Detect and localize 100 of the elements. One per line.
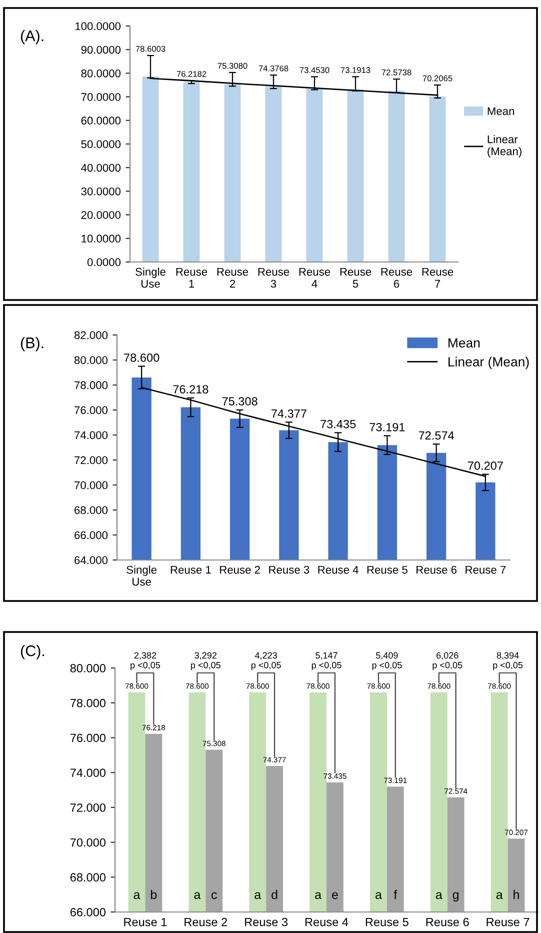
y-tick-label: 80.000 [70,664,106,672]
y-tick-label: 80.0000 [81,69,121,78]
annotation: c [212,892,217,900]
x-tick-label: Reuse 6 [426,918,469,926]
y-tick-label: 70.0000 [81,93,121,101]
annotation: 3,292 p <0,05 [191,652,220,670]
y-tick-label: 72.000 [74,456,108,464]
annotation: f [394,890,398,899]
x-tick-label: Reuse 3 [245,918,288,926]
legend-label: Linear (Mean) [488,135,522,158]
x-tick-label: Reuse 4 [318,566,358,574]
y-tick-label: 0.0000 [87,258,121,266]
y-tick-label: 70.000 [70,838,106,847]
x-tick-label: Reuse 4 [305,918,348,926]
data-label: 78.6003 [136,46,166,52]
bar [142,76,159,262]
data-label: 76.218 [173,385,208,394]
y-tick-label: 50.0000 [81,140,121,148]
x-tick-label: Reuse 7 [422,268,454,288]
x-tick-label: Reuse 7 [486,918,530,926]
annotation: b [151,890,157,900]
x-tick-label: Reuse 7 [466,566,506,574]
data-label: 73.1913 [340,67,370,74]
y-tick-label: 64.000 [74,556,108,564]
annotation: a [134,892,140,900]
data-label: 74.377 [271,409,306,418]
annotation: a [254,892,262,900]
y-tick-label: 82.000 [74,331,108,340]
y-tick-label: 66.000 [70,908,106,916]
data-label: 75.308 [222,397,258,406]
annotation: a [436,892,442,900]
y-tick-label: 74.000 [74,431,108,440]
y-tick-label: 76.000 [74,406,108,414]
data-label: 73.4530 [300,67,330,74]
y-tick-label: 72.000 [70,803,106,812]
y-tick-label: 74.000 [70,768,106,777]
bar [224,84,241,262]
legend-label: Mean [488,107,514,116]
y-tick-label: 20.0000 [81,211,121,219]
y-tick-label: 100.0000 [75,22,121,30]
annotation: 5,409 p <0,05 [372,652,402,670]
data-label: 73.191 [370,422,405,432]
bar [347,89,364,262]
chart-title: (C). [20,645,44,660]
y-tick-label: 68.000 [70,873,106,882]
y-tick-label: 70.000 [74,481,108,490]
annotation: 6,026 p <0,05 [432,652,462,670]
bar [265,86,282,262]
x-tick-label: Reuse 6 [416,566,457,574]
annotation: 4,223 p <0,05 [251,652,281,670]
x-tick-label: Reuse 2 [217,268,248,288]
chart-title: (A). [20,30,44,44]
y-tick-label: 78.000 [74,381,108,390]
x-tick-label: Reuse 5 [340,268,372,288]
x-tick-label: Single Use [126,566,157,586]
x-tick-label: Reuse 2 [184,918,228,926]
x-tick-label: Single Use [136,268,166,288]
bar [183,82,200,262]
y-tick-label: 66.000 [74,531,108,540]
y-tick-label: 76.000 [70,734,106,742]
x-tick-label: Reuse 5 [367,566,408,574]
x-tick-label: Reuse 4 [299,268,330,288]
data-label: 78.600 [124,353,160,362]
y-tick-label: 90.0000 [81,46,121,54]
x-tick-label: Reuse 1 [176,268,208,288]
y-tick-label: 30.0000 [81,187,121,196]
bar [388,90,405,262]
bar [429,96,446,262]
y-tick-label: 78.000 [70,698,106,708]
annotation: h [514,890,519,899]
annotation: a [315,892,322,900]
data-label: 74.3768 [258,65,288,72]
annotation: 8,394 p <0,05 [493,652,523,670]
bar [306,88,323,262]
annotation: g [452,892,458,902]
annotation: 5,147 p <0,05 [312,652,342,670]
y-tick-label: 10.0000 [82,234,121,243]
data-label: 72.5738 [382,69,412,76]
y-tick-label: 60.0000 [81,116,121,125]
chart-title: (B). [20,337,44,352]
x-tick-label: Reuse 3 [269,566,310,574]
data-label: 73.435 [320,420,356,428]
data-label: 70.2065 [422,75,452,82]
x-tick-label: Reuse 2 [220,566,260,574]
y-tick-label: 68.000 [74,506,108,514]
annotation: 2,382 p <0,05 [130,652,160,670]
x-tick-label: Reuse 6 [381,268,412,288]
annotation: a [496,892,503,900]
annotation: a [376,892,382,900]
annotation: a [194,892,201,900]
x-tick-label: Reuse 3 [258,268,290,288]
x-tick-label: Reuse 1 [170,566,211,574]
annotation: d [272,890,278,900]
annotation: e [332,892,338,900]
legend-label: Linear (Mean) [448,356,529,370]
legend-label: Mean [448,338,480,348]
data-label: 70.207 [468,462,503,470]
data-label: 75.3080 [218,62,248,69]
x-tick-label: Reuse 1 [124,918,167,926]
data-label: 76.2182 [176,71,206,77]
